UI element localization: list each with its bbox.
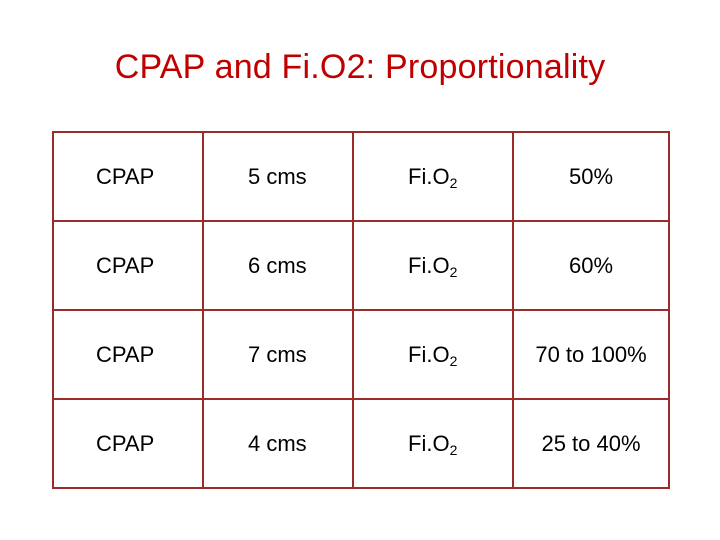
fio2-text: Fi.O — [408, 163, 450, 189]
table-row: CPAP 6 cms Fi.O2 60% — [52, 220, 670, 311]
proportionality-table-container: CPAP 5 cms Fi.O2 50% CPAP 6 cms Fi.O2 60… — [52, 131, 670, 489]
fio2-label-cell: Fi.O2 — [352, 131, 514, 222]
fio2-subscript: 2 — [449, 263, 458, 280]
oxygen-percent-cell: 50% — [512, 131, 670, 222]
oxygen-percent-cell: 60% — [512, 220, 670, 311]
cpap-label-cell: CPAP — [52, 131, 204, 222]
table-row: CPAP 7 cms Fi.O2 70 to 100% — [52, 309, 670, 400]
proportionality-table: CPAP 5 cms Fi.O2 50% CPAP 6 cms Fi.O2 60… — [52, 131, 670, 489]
fio2-text: Fi.O — [408, 341, 450, 367]
oxygen-percent-cell: 25 to 40% — [512, 398, 670, 489]
cpap-label-cell: CPAP — [52, 309, 204, 400]
fio2-subscript: 2 — [449, 174, 458, 191]
cpap-label-cell: CPAP — [52, 220, 204, 311]
fio2-label-cell: Fi.O2 — [352, 220, 514, 311]
table-row: CPAP 5 cms Fi.O2 50% — [52, 131, 670, 222]
pressure-value-cell: 6 cms — [202, 220, 354, 311]
fio2-subscript: 2 — [449, 352, 458, 369]
pressure-value-cell: 4 cms — [202, 398, 354, 489]
fio2-text: Fi.O — [408, 430, 450, 456]
fio2-text: Fi.O — [408, 252, 450, 278]
fio2-subscript: 2 — [449, 441, 458, 458]
pressure-value-cell: 7 cms — [202, 309, 354, 400]
slide-title: CPAP and Fi.O2: Proportionality — [114, 48, 606, 86]
pressure-value-cell: 5 cms — [202, 131, 354, 222]
fio2-label-cell: Fi.O2 — [352, 309, 514, 400]
cpap-label-cell: CPAP — [52, 398, 204, 489]
table-row: CPAP 4 cms Fi.O2 25 to 40% — [52, 398, 670, 489]
oxygen-percent-cell: 70 to 100% — [512, 309, 670, 400]
fio2-label-cell: Fi.O2 — [352, 398, 514, 489]
